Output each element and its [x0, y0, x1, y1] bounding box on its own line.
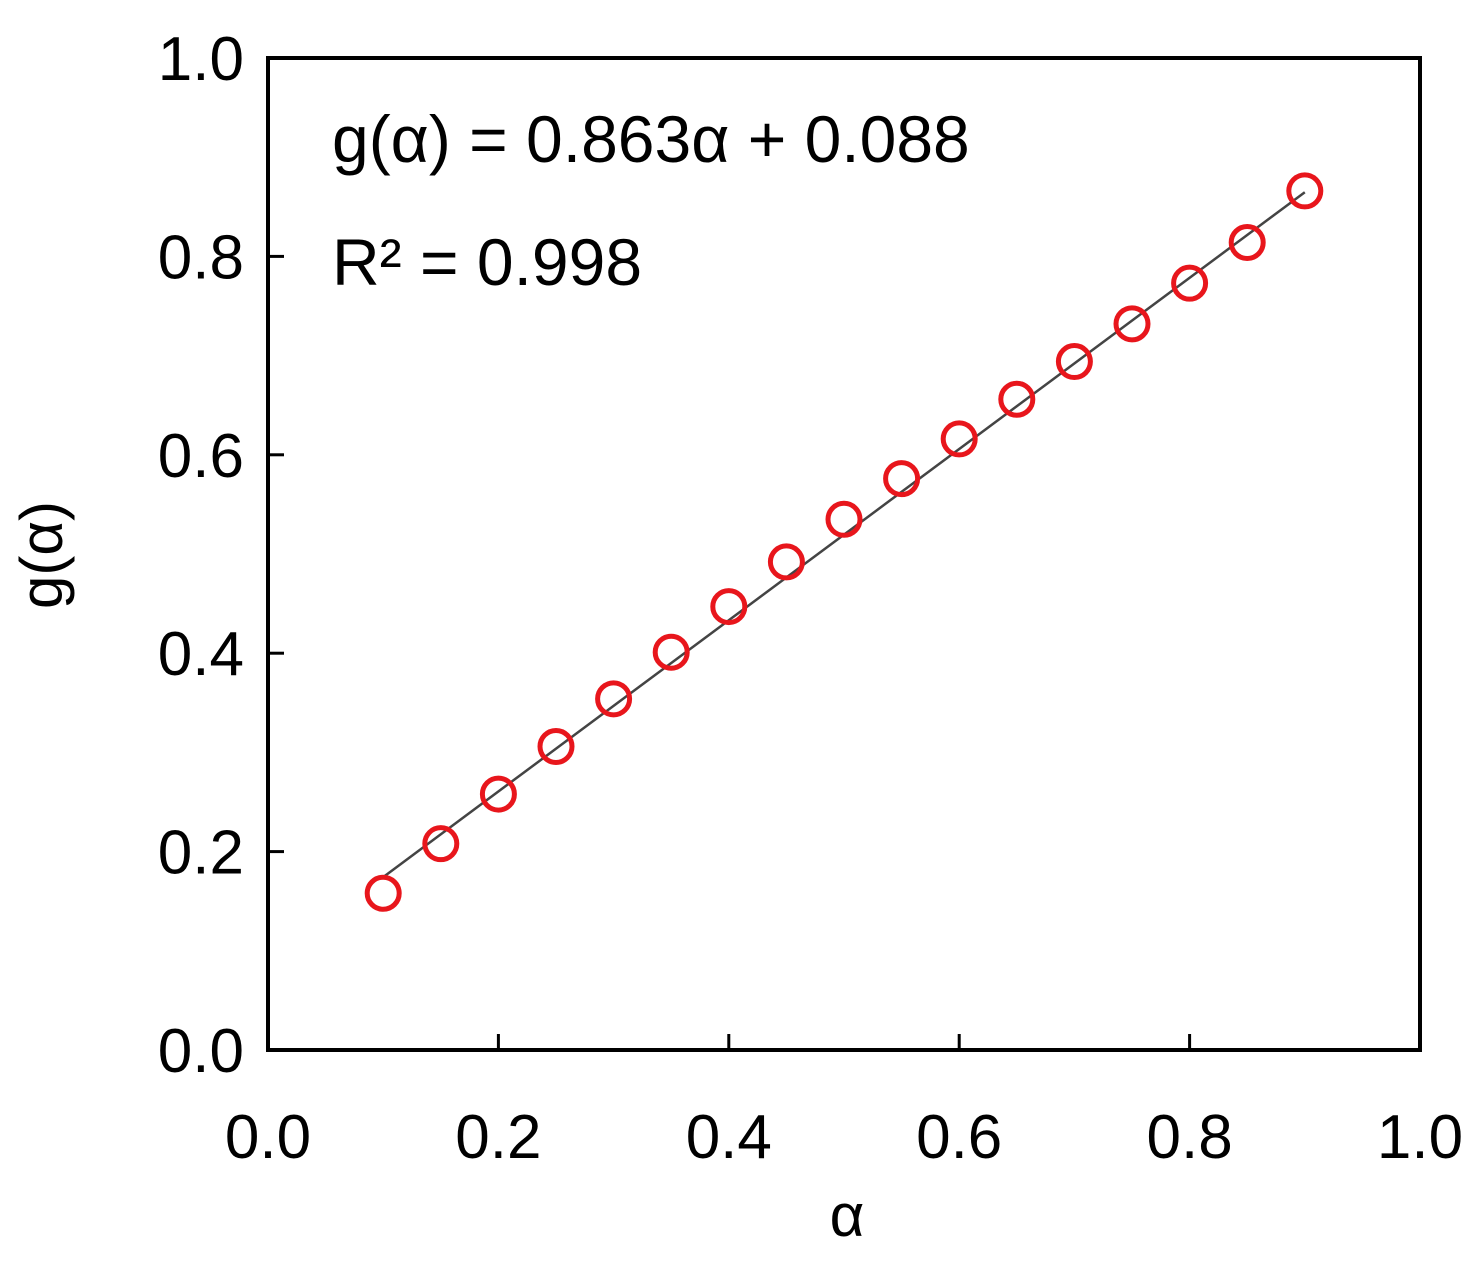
plot-frame	[266, 56, 1422, 1052]
data-point	[595, 680, 633, 718]
x-axis-ticks: 0.0 0.2 0.4 0.6 0.8 1.0	[225, 1034, 1463, 1172]
data-point	[940, 420, 978, 458]
data-point	[825, 500, 863, 538]
x-tick-label: 0.2	[455, 1103, 541, 1172]
y-axis-label: g(α)	[8, 501, 75, 609]
r-squared-annotation: R² = 0.998	[332, 225, 642, 299]
y-tick-label: 0.0	[158, 1017, 244, 1086]
data-points	[364, 172, 1324, 912]
data-point	[364, 874, 402, 912]
x-tick-label: 0.4	[686, 1103, 772, 1172]
data-point	[998, 380, 1036, 418]
data-point	[537, 727, 575, 765]
data-point	[479, 775, 517, 813]
x-tick-label: 1.0	[1377, 1103, 1463, 1172]
y-tick-label: 0.8	[158, 223, 244, 292]
x-tick-label: 0.8	[1146, 1103, 1232, 1172]
x-tick-label: 0.6	[916, 1103, 1002, 1172]
y-tick-label: 0.2	[158, 819, 244, 888]
data-point	[710, 588, 748, 626]
data-point	[1055, 343, 1093, 381]
data-point	[767, 543, 805, 581]
y-axis-ticks: 0.0 0.2 0.4 0.6 0.8 1.0	[158, 25, 284, 1086]
y-tick-label: 1.0	[158, 25, 244, 94]
y-tick-label: 0.4	[158, 620, 244, 689]
data-point	[1171, 264, 1209, 302]
data-point	[1228, 224, 1266, 262]
equation-annotation: g(α) = 0.863α + 0.088	[332, 102, 970, 176]
data-point	[422, 825, 460, 863]
data-point	[1286, 172, 1324, 210]
data-point	[1113, 305, 1151, 343]
data-point	[883, 460, 921, 498]
data-point	[652, 633, 690, 671]
x-axis-label: α	[830, 1182, 865, 1249]
x-tick-label: 0.0	[225, 1103, 311, 1172]
y-tick-label: 0.6	[158, 422, 244, 491]
